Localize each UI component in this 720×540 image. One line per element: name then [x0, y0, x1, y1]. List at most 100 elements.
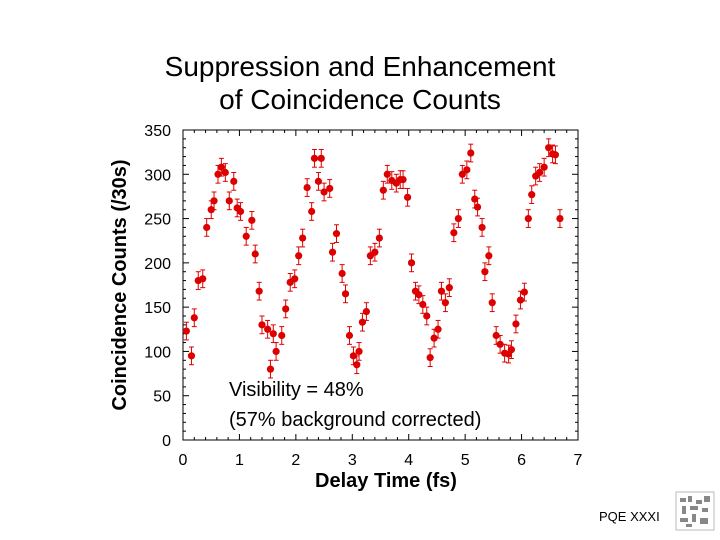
marker: [545, 144, 553, 152]
marker: [454, 214, 462, 223]
data-point: [272, 342, 280, 361]
marker: [258, 321, 266, 329]
marker: [415, 291, 423, 299]
marker: [328, 248, 337, 256]
x-axis-title: Delay Time (fs): [315, 470, 457, 492]
y-tick-label: 100: [144, 344, 171, 361]
x-tick-label: 2: [291, 452, 300, 469]
marker: [419, 300, 427, 309]
marker: [353, 361, 361, 369]
y-tick-label: 200: [144, 256, 171, 273]
data-point: [303, 178, 311, 197]
marker: [403, 193, 412, 201]
y-tick-label: 150: [144, 300, 171, 317]
x-tick-label: 0: [179, 452, 188, 469]
data-point: [299, 228, 307, 248]
data-point: [187, 346, 196, 366]
data-point: [345, 326, 354, 345]
marker: [310, 154, 319, 162]
marker: [326, 184, 334, 193]
marker: [492, 331, 500, 340]
marker: [210, 197, 218, 205]
marker: [450, 229, 458, 237]
data-point: [556, 209, 564, 228]
data-point: [454, 209, 462, 228]
marker: [203, 223, 211, 232]
data-point: [255, 281, 263, 301]
data-point: [419, 295, 427, 314]
data-point: [403, 187, 412, 207]
axis-ticks: [182, 129, 579, 441]
data-point: [485, 246, 493, 266]
data-point: [248, 210, 256, 230]
marker: [320, 188, 328, 196]
marker: [528, 191, 536, 199]
marker: [341, 290, 350, 298]
marker: [488, 299, 496, 307]
marker: [358, 318, 367, 326]
data-point: [291, 269, 299, 289]
y-axis-title: Coincidence Counts (/30s): [109, 159, 131, 410]
data-point: [540, 157, 548, 177]
data-point: [407, 253, 416, 273]
data-point: [230, 172, 238, 191]
data-point: [362, 302, 370, 321]
x-tick-label: 7: [574, 452, 583, 469]
data-point: [217, 157, 225, 177]
data-point: [371, 242, 379, 262]
marker: [266, 365, 275, 373]
marker: [445, 284, 453, 292]
marker: [299, 234, 307, 242]
marker: [355, 347, 363, 356]
marker: [362, 307, 370, 316]
marker: [467, 149, 475, 157]
data-point: [317, 148, 325, 168]
x-tick-label: 6: [517, 452, 526, 469]
marker: [407, 259, 416, 267]
marker: [471, 195, 479, 203]
marker: [458, 170, 466, 178]
data-point: [320, 182, 328, 202]
plot-frame: [182, 129, 579, 441]
marker: [187, 352, 196, 360]
data-point: [225, 191, 233, 211]
marker: [272, 347, 280, 356]
x-tick-label: 4: [404, 452, 413, 469]
marker: [255, 287, 263, 295]
marker: [507, 346, 516, 354]
data-point: [314, 172, 323, 191]
tick-labels: 0 1 2 3 4 5 6 7 0 50 100 150 200 250 300 350: [144, 123, 582, 469]
data-point: [520, 282, 528, 302]
marker: [264, 325, 272, 333]
y-tick-label: 0: [162, 433, 171, 450]
marker: [303, 183, 311, 192]
marker: [221, 168, 229, 177]
marker: [217, 163, 225, 171]
chart-title-line-1: Suppression and Enhancement: [164, 51, 556, 82]
marker: [383, 170, 391, 178]
data-point: [258, 315, 266, 335]
marker: [516, 296, 525, 304]
data-point: [528, 185, 536, 205]
data-point: [524, 209, 532, 228]
data-point: [492, 326, 500, 345]
x-tick-label: 3: [348, 452, 357, 469]
annotation-background-corrected: (57% background corrected): [229, 409, 481, 431]
data-point: [328, 242, 337, 262]
data-point: [458, 164, 466, 184]
marker: [230, 177, 238, 185]
marker: [512, 320, 520, 328]
data-point: [467, 143, 475, 163]
marker: [182, 327, 190, 335]
data-point: [199, 269, 207, 289]
data-point: [295, 246, 303, 266]
data-point: [426, 348, 434, 367]
marker: [236, 207, 245, 216]
data-point: [399, 170, 407, 189]
data-point: [536, 163, 544, 182]
marker: [317, 154, 325, 162]
marker: [371, 248, 379, 256]
x-tick-label: 5: [461, 452, 470, 469]
chart-title: Suppression and Enhancement of Coinciden…: [100, 50, 620, 116]
